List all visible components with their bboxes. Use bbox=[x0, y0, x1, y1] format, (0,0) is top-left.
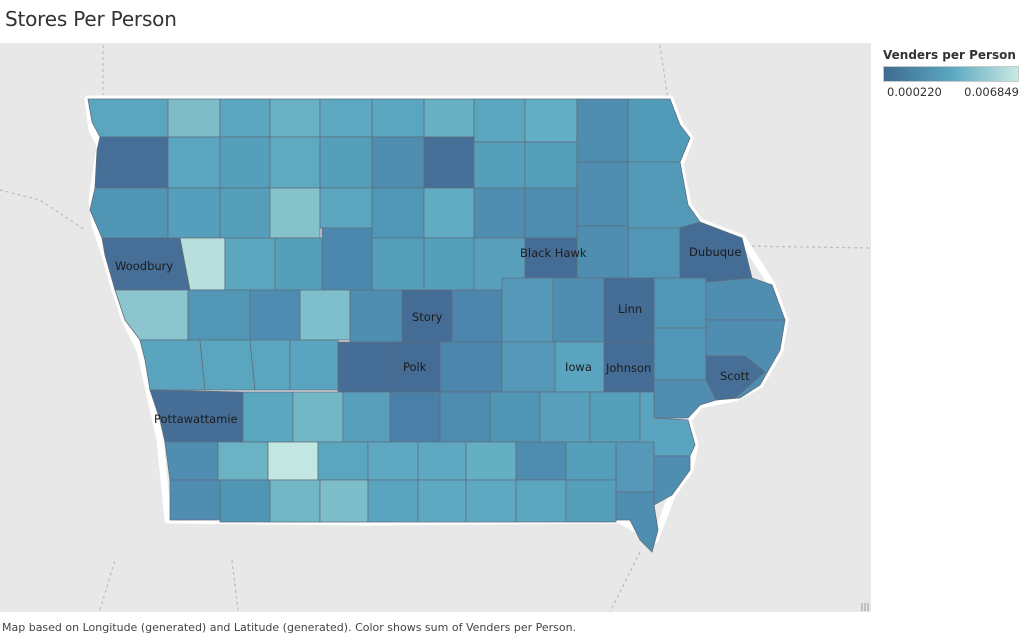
color-legend: Venders per Person 0.000220 0.006849 bbox=[883, 48, 1019, 101]
county-label-scott: Scott bbox=[720, 369, 750, 383]
resize-grip-icon[interactable] bbox=[861, 603, 869, 611]
legend-min-label: 0.000220 bbox=[887, 85, 942, 99]
legend-gradient-bar bbox=[883, 66, 1019, 82]
county-labels: Woodbury Black Hawk Dubuque Story Linn P… bbox=[115, 245, 750, 426]
map-caption: Map based on Longitude (generated) and L… bbox=[2, 621, 577, 634]
county-label-johnson: Johnson bbox=[605, 361, 651, 375]
state-borders bbox=[0, 44, 871, 612]
iowa-county-map[interactable]: Woodbury Black Hawk Dubuque Story Linn P… bbox=[0, 43, 871, 612]
county-label-linn: Linn bbox=[618, 302, 642, 316]
page-title: Stores Per Person bbox=[5, 7, 177, 31]
map-view[interactable]: Woodbury Black Hawk Dubuque Story Linn P… bbox=[0, 43, 871, 612]
county-label-iowa: Iowa bbox=[565, 360, 592, 374]
county-label-dubuque: Dubuque bbox=[689, 245, 741, 259]
county-label-pottawattamie: Pottawattamie bbox=[154, 412, 238, 426]
legend-title: Venders per Person bbox=[883, 48, 1016, 62]
counties bbox=[87, 98, 786, 553]
legend-max-label: 0.006849 bbox=[964, 85, 1019, 99]
county-label-story: Story bbox=[412, 310, 443, 324]
county-label-polk: Polk bbox=[403, 360, 427, 374]
county-label-black-hawk: Black Hawk bbox=[520, 246, 587, 260]
county-label-woodbury: Woodbury bbox=[115, 259, 173, 273]
